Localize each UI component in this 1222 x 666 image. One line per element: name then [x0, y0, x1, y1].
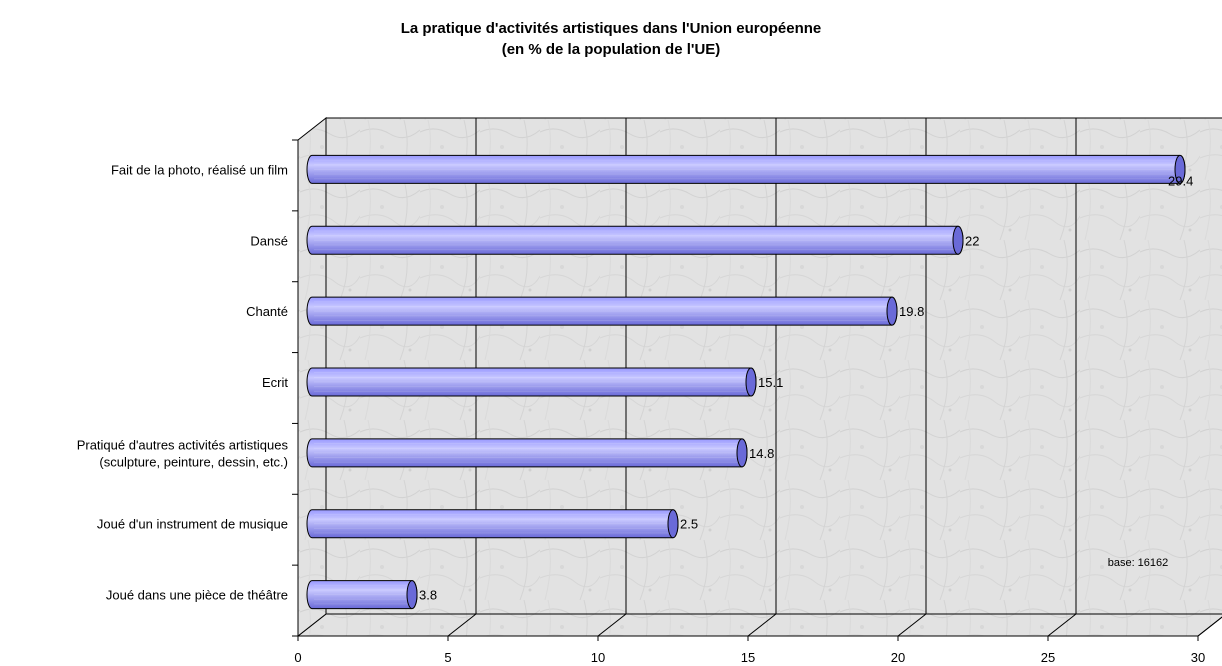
category-label: Pratiqué d'autres activités artistiques (…	[77, 437, 289, 469]
category-label: Fait de la photo, réalisé un film	[111, 162, 288, 177]
chart-title-line-1: La pratique d'activités artistiques dans…	[400, 20, 822, 37]
category-label-line: (sculpture, peinture, dessin, etc.)	[99, 454, 288, 469]
category-label-line: Joué dans une pièce de théâtre	[106, 588, 288, 603]
bar-cap	[667, 509, 679, 539]
category-label-line: Pratiqué d'autres activités artistiques	[77, 437, 289, 452]
bar-cap	[952, 225, 964, 255]
bar	[306, 438, 748, 468]
category-label: Joué d'un instrument de musique	[97, 517, 288, 532]
category-label-line: Fait de la photo, réalisé un film	[111, 162, 288, 177]
data-label: 14.8	[749, 446, 774, 461]
floor-gridline	[897, 613, 927, 637]
x-tick-label: 0	[294, 650, 301, 665]
floor-gridline	[597, 613, 627, 637]
bar	[306, 580, 418, 610]
data-label: 22	[965, 233, 979, 248]
floor-gridline	[747, 613, 777, 637]
x-tick-label: 25	[1041, 650, 1055, 665]
data-label: 3.8	[419, 588, 437, 603]
x-tick-label: 5	[444, 650, 451, 665]
x-tick-label: 15	[741, 650, 755, 665]
data-label: 29.4	[1168, 173, 1193, 188]
bar	[306, 296, 898, 326]
chart-title: La pratique d'activités artistiques dans…	[0, 18, 1222, 60]
floor-gridline	[1197, 616, 1222, 637]
category-label-line: Chanté	[246, 304, 288, 319]
bar	[306, 225, 964, 255]
category-label-line: Ecrit	[262, 375, 288, 390]
back-wall	[325, 117, 1222, 615]
data-label: 19.8	[899, 304, 924, 319]
floor-gridline	[1047, 613, 1077, 637]
x-tick-label: 30	[1191, 650, 1205, 665]
x-tick-label: 20	[891, 650, 905, 665]
bar	[306, 509, 679, 539]
bars	[306, 154, 1186, 610]
floor	[296, 613, 1222, 637]
labels: 0 5 10 15 20 25 30 29.4 Fait de la photo, réalis…	[77, 162, 1206, 665]
bar-cap	[886, 296, 898, 326]
category-label-line: Dansé	[250, 233, 288, 248]
chart-title-line-2: (en % de la population de l'UE)	[501, 41, 721, 58]
base-note: base: 16162	[1108, 557, 1169, 569]
bar-cap	[406, 580, 418, 610]
axes	[292, 139, 1199, 641]
data-label: 2.5	[680, 517, 698, 532]
bar-cap	[736, 438, 748, 468]
floor-gridline	[447, 613, 477, 637]
data-label: 15.1	[758, 375, 783, 390]
category-label: Chanté	[246, 304, 288, 319]
category-label-line: Joué d'un instrument de musique	[97, 517, 288, 532]
bar-cap	[1174, 154, 1186, 184]
category-label: Dansé	[250, 233, 288, 248]
x-tick-label: 10	[591, 650, 605, 665]
bar	[306, 367, 757, 397]
category-label: Joué dans une pièce de théâtre	[106, 588, 288, 603]
bar-cap	[745, 367, 757, 397]
bar	[306, 154, 1186, 184]
category-label: Ecrit	[262, 375, 288, 390]
